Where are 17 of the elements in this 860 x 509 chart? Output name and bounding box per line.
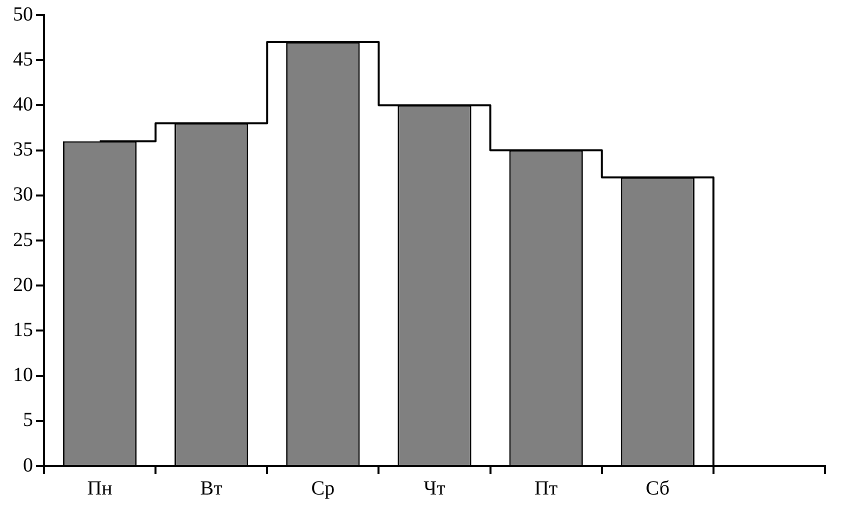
y-tick-label: 30 (13, 184, 33, 206)
y-tick-label: 40 (13, 93, 33, 116)
x-tick-label: Пн (87, 477, 113, 500)
y-tick-label: 5 (23, 409, 33, 432)
y-tick-label: 20 (13, 274, 33, 296)
x-tick-label: Ср (311, 477, 335, 500)
y-tick-label: 35 (13, 138, 33, 161)
x-tick-label: Сб (646, 477, 670, 500)
y-tick-label: 25 (13, 228, 33, 251)
x-tick-label: Чт (424, 477, 446, 500)
y-tick-label: 0 (23, 454, 33, 476)
y-tick-label: 10 (13, 364, 33, 386)
y-tick-label: 15 (13, 318, 33, 341)
x-tick-label: Вт (200, 477, 223, 500)
x-tick-label: Пт (534, 477, 558, 500)
y-tick-label: 45 (13, 48, 33, 70)
y-tick-label: 50 (13, 3, 33, 26)
